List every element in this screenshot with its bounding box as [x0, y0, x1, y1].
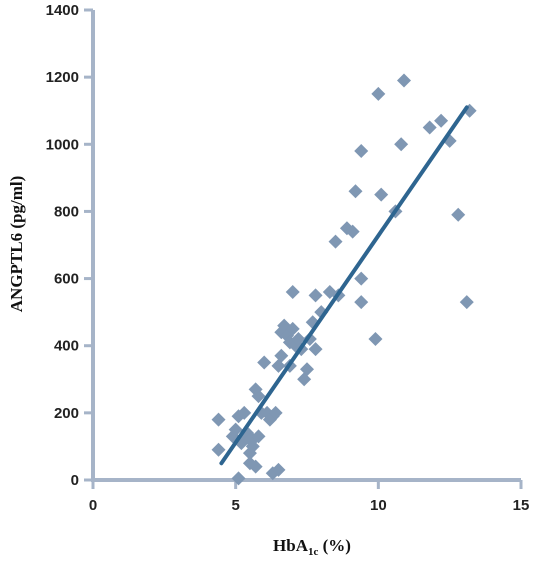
- data-point: [394, 137, 409, 152]
- data-point: [285, 285, 300, 299]
- x-tick-label: 15: [513, 497, 530, 514]
- y-axis: 0 200 400 600 800 1000 1200 1400: [46, 2, 95, 489]
- x-axis-title-main: HbA: [273, 536, 309, 555]
- data-point: [237, 405, 252, 420]
- data-point: [345, 224, 360, 239]
- y-tick-label: 1400: [46, 2, 79, 19]
- data-points: [211, 73, 477, 486]
- data-point: [248, 459, 263, 474]
- data-point: [231, 471, 246, 486]
- x-axis: 0 5 10 15: [89, 478, 530, 514]
- data-point: [397, 73, 412, 88]
- y-axis-title: ANGPTL6 (pg/ml): [7, 176, 26, 312]
- data-point: [451, 207, 466, 222]
- data-point: [434, 113, 449, 128]
- data-point: [257, 355, 272, 370]
- x-axis-title-subscript: 1c: [308, 546, 319, 558]
- data-point: [271, 358, 286, 373]
- data-point: [374, 187, 389, 202]
- y-tick-label: 400: [54, 338, 79, 355]
- data-point: [248, 382, 263, 397]
- x-tick-label: 5: [231, 497, 239, 514]
- data-point: [297, 372, 312, 387]
- y-tick-label: 0: [71, 472, 79, 489]
- x-tick-label: 0: [89, 497, 97, 514]
- data-point: [328, 234, 343, 249]
- data-point: [211, 442, 226, 457]
- data-point: [348, 184, 363, 199]
- y-tick-label: 1000: [46, 136, 79, 153]
- data-point: [354, 144, 369, 158]
- data-point: [371, 86, 386, 101]
- y-tick-label: 600: [54, 271, 79, 288]
- data-point: [274, 348, 289, 363]
- data-point: [228, 422, 243, 437]
- data-point: [459, 295, 474, 310]
- data-point: [251, 429, 266, 444]
- data-point: [211, 412, 226, 427]
- data-point: [285, 321, 300, 336]
- data-point: [300, 362, 314, 377]
- data-point: [291, 332, 306, 346]
- data-point: [271, 462, 286, 477]
- data-point: [354, 295, 369, 310]
- y-tick-label: 800: [54, 203, 79, 220]
- y-tick-label: 200: [54, 405, 79, 422]
- x-tick-label: 10: [370, 497, 387, 514]
- y-tick-label: 1200: [46, 69, 79, 86]
- x-axis-title: HbA1c (%): [273, 536, 351, 558]
- data-point: [368, 332, 383, 346]
- data-point: [251, 389, 266, 404]
- data-point: [268, 405, 283, 420]
- axis-labels: ANGPTL6 (pg/ml) HbA1c (%): [7, 176, 351, 558]
- data-point: [308, 342, 323, 357]
- x-axis-title-unit: (%): [318, 536, 351, 555]
- data-point: [422, 120, 437, 135]
- trendline: [219, 105, 469, 466]
- data-point: [308, 288, 323, 303]
- trendline-group: [219, 105, 469, 466]
- data-point: [354, 271, 369, 286]
